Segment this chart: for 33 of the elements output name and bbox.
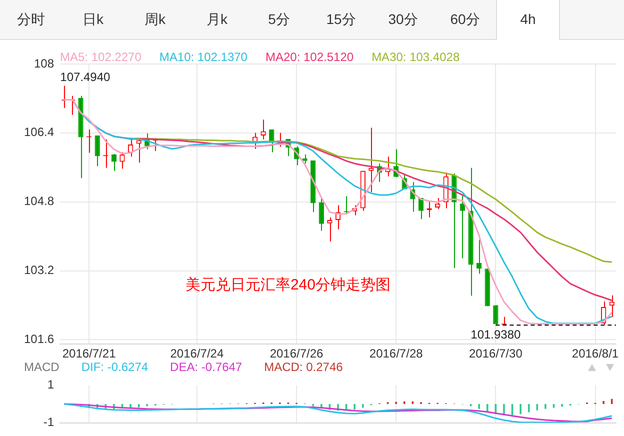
text: 周k — [144, 10, 166, 29]
x-tick-label: 2016/7/21 — [62, 346, 116, 361]
x-tick-label: 2016/7/26 — [270, 346, 324, 361]
x-tick-label: 2016/7/30 — [468, 346, 523, 361]
legend-title: MACD — [24, 360, 60, 374]
text: 5分 — [267, 10, 291, 29]
text: 30分 — [387, 10, 419, 29]
text: 日k — [82, 10, 104, 29]
text: DIF: -0.6274 — [81, 360, 148, 374]
y-tick-label: 106.4 — [24, 125, 54, 140]
annotation: 107.4940 — [60, 70, 111, 84]
y-tick-label: 101.6 — [24, 332, 54, 346]
text: 15分 — [325, 10, 357, 29]
x-tick-label: 2016/7/28 — [369, 346, 424, 361]
text: 月k — [206, 10, 228, 29]
text: DEA: -0.7647 — [170, 360, 242, 374]
y-tick-label: -1 — [43, 415, 54, 430]
text: 60分 — [449, 10, 481, 29]
x-tick-label: 2016/8/1 — [572, 346, 619, 361]
text: MACD: 0.2746 — [264, 360, 343, 374]
text: MA20: 102.5120 — [265, 50, 354, 64]
text: 分时 — [16, 10, 46, 29]
annotation: 101.9380 — [470, 327, 522, 342]
y-tick-label: 1 — [47, 378, 54, 392]
text: MA5: 102.2270 — [60, 50, 142, 64]
y-tick-label: 103.2 — [24, 263, 54, 278]
text: MA10: 102.1370 — [159, 50, 248, 64]
y-tick-label: 108 — [34, 56, 54, 70]
y-tick-label: 104.8 — [24, 194, 54, 208]
text: 美元兑日元汇率240分钟走势图 — [185, 276, 390, 294]
text: 4h — [496, 0, 560, 40]
text: MA30: 103.4028 — [372, 50, 460, 64]
x-tick-label: 2016/7/24 — [170, 346, 224, 361]
